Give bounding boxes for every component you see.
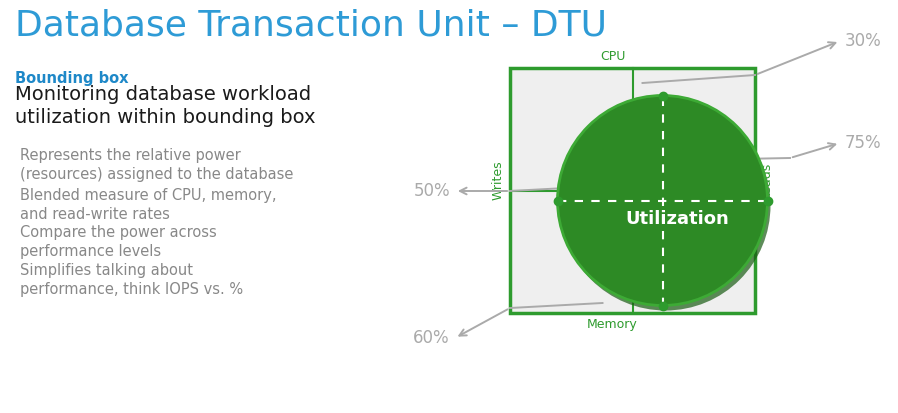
Text: Utilization: Utilization [626,209,729,228]
Text: 30%: 30% [845,32,882,50]
Text: Represents the relative power
(resources) assigned to the database: Represents the relative power (resources… [20,148,294,182]
Text: 75%: 75% [845,134,882,152]
Text: Database Transaction Unit – DTU: Database Transaction Unit – DTU [15,8,607,42]
Text: Blended measure of CPU, memory,
and read-write rates: Blended measure of CPU, memory, and read… [20,188,277,222]
Text: Simplifies talking about
performance, think IOPS vs. %: Simplifies talking about performance, th… [20,263,243,297]
Ellipse shape [560,100,770,311]
Text: 60%: 60% [413,329,450,347]
Text: Compare the power across
performance levels: Compare the power across performance lev… [20,225,216,259]
Text: Writes: Writes [492,161,505,200]
Ellipse shape [558,95,768,306]
Text: Bounding box: Bounding box [15,71,128,86]
Bar [510,68,755,313]
Text: Monitoring database workload
utilization within bounding box: Monitoring database workload utilization… [15,85,315,127]
Text: Reads: Reads [760,161,773,199]
Text: Memory: Memory [587,318,638,331]
Text: CPU: CPU [600,50,625,63]
Text: 50%: 50% [413,182,450,200]
